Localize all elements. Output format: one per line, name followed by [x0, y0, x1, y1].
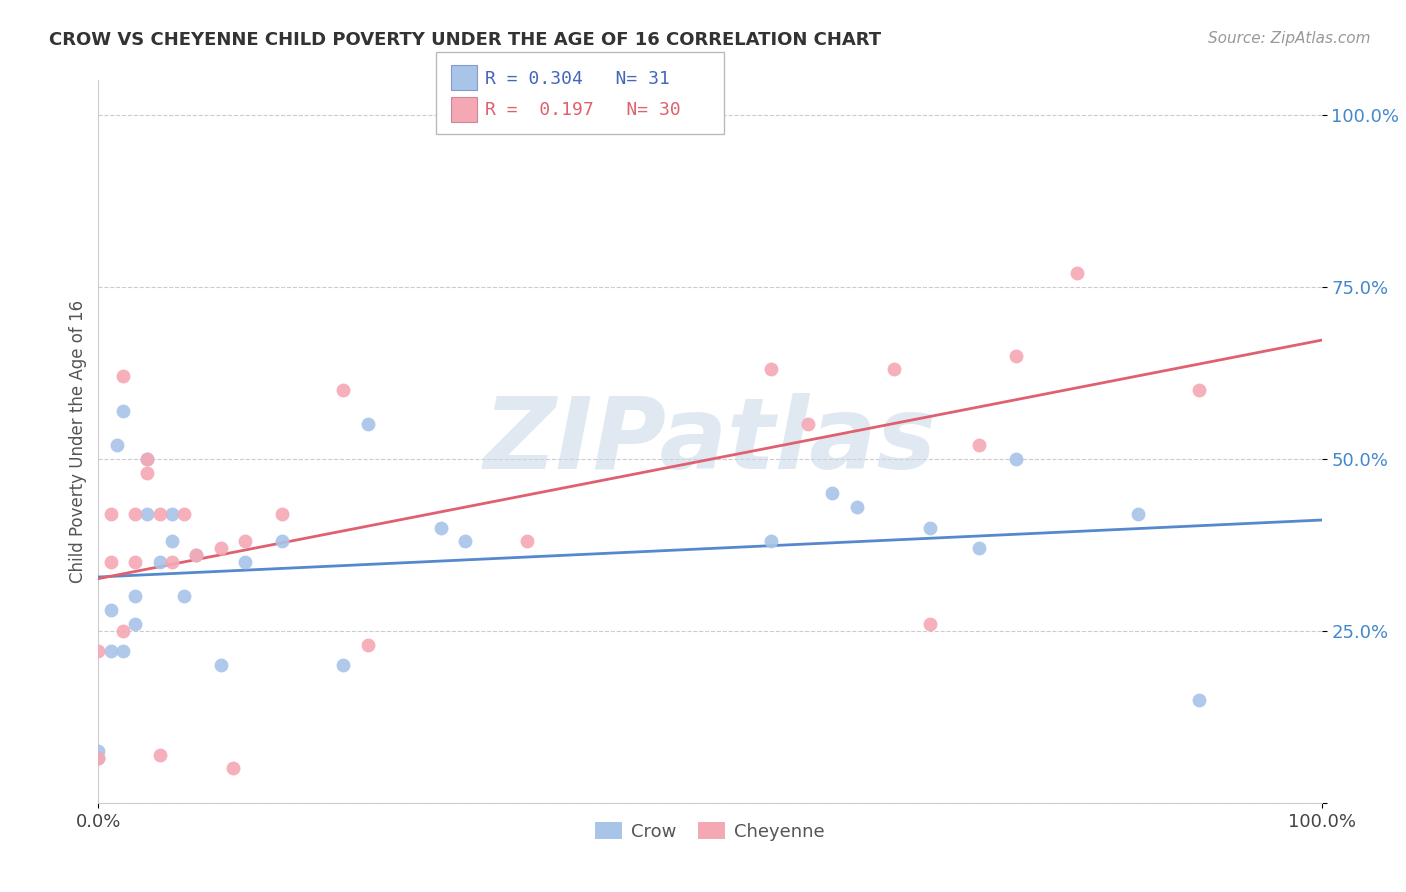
- Point: [105, 438, 128, 452]
- Text: Source: ZipAtlas.com: Source: ZipAtlas.com: [1208, 31, 1371, 46]
- Point: [454, 534, 477, 549]
- Point: [821, 486, 844, 500]
- Point: [100, 555, 122, 569]
- Point: [233, 534, 256, 549]
- Point: [173, 590, 195, 604]
- Point: [136, 451, 159, 466]
- Point: [160, 534, 183, 549]
- Point: [111, 644, 134, 658]
- Point: [920, 616, 942, 631]
- Point: [332, 658, 354, 673]
- Point: [1128, 507, 1150, 521]
- Point: [209, 541, 232, 556]
- Point: [87, 751, 110, 765]
- Point: [173, 507, 195, 521]
- Point: [920, 520, 942, 534]
- Point: [1188, 383, 1211, 397]
- Point: [111, 369, 134, 384]
- Point: [1066, 266, 1088, 280]
- Point: [149, 507, 172, 521]
- Point: [186, 548, 208, 562]
- Point: [87, 744, 110, 758]
- Point: [222, 761, 245, 775]
- Point: [100, 644, 122, 658]
- Point: [967, 438, 990, 452]
- Y-axis label: Child Poverty Under the Age of 16: Child Poverty Under the Age of 16: [69, 300, 87, 583]
- Legend: Crow, Cheyenne: Crow, Cheyenne: [588, 815, 832, 848]
- Point: [111, 624, 134, 638]
- Point: [186, 548, 208, 562]
- Point: [515, 534, 537, 549]
- Text: CROW VS CHEYENNE CHILD POVERTY UNDER THE AGE OF 16 CORRELATION CHART: CROW VS CHEYENNE CHILD POVERTY UNDER THE…: [49, 31, 882, 49]
- Point: [111, 403, 134, 417]
- Point: [87, 644, 110, 658]
- Point: [124, 555, 146, 569]
- Point: [797, 417, 820, 432]
- Point: [160, 555, 183, 569]
- Point: [1188, 692, 1211, 706]
- Point: [209, 658, 232, 673]
- Point: [124, 507, 146, 521]
- Point: [136, 507, 159, 521]
- Point: [87, 751, 110, 765]
- Text: R =  0.197   N= 30: R = 0.197 N= 30: [485, 101, 681, 119]
- Point: [332, 383, 354, 397]
- Point: [160, 507, 183, 521]
- Point: [356, 417, 378, 432]
- Point: [430, 520, 453, 534]
- Point: [761, 362, 783, 376]
- Point: [233, 555, 256, 569]
- Point: [356, 638, 378, 652]
- Point: [1004, 451, 1026, 466]
- Text: R = 0.304   N= 31: R = 0.304 N= 31: [485, 70, 669, 87]
- Text: ZIPatlas: ZIPatlas: [484, 393, 936, 490]
- Point: [883, 362, 905, 376]
- Point: [136, 451, 159, 466]
- Point: [124, 590, 146, 604]
- Point: [149, 555, 172, 569]
- Point: [967, 541, 990, 556]
- Point: [124, 616, 146, 631]
- Point: [1004, 349, 1026, 363]
- Point: [149, 747, 172, 762]
- Point: [761, 534, 783, 549]
- Point: [100, 603, 122, 617]
- Point: [270, 534, 294, 549]
- Point: [845, 500, 868, 514]
- Point: [270, 507, 294, 521]
- Point: [100, 507, 122, 521]
- Point: [136, 466, 159, 480]
